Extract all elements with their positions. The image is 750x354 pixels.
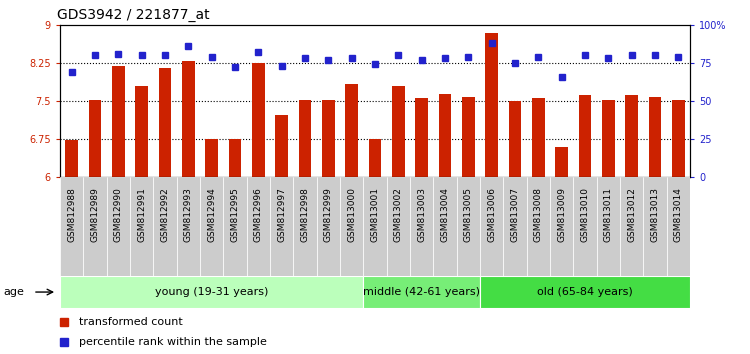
Bar <box>480 177 503 276</box>
Text: GSM813005: GSM813005 <box>464 187 472 242</box>
Text: young (19-31 years): young (19-31 years) <box>155 287 268 297</box>
Text: GSM812999: GSM812999 <box>324 187 333 242</box>
Bar <box>252 63 265 177</box>
Bar <box>550 177 573 276</box>
Bar <box>229 139 242 177</box>
Bar <box>672 100 685 177</box>
Bar <box>480 276 690 308</box>
Bar <box>485 33 498 177</box>
Text: GSM812992: GSM812992 <box>160 187 170 242</box>
Bar <box>392 86 405 177</box>
Bar <box>410 177 434 276</box>
Bar <box>345 84 358 177</box>
Bar <box>83 177 106 276</box>
Text: GSM813010: GSM813010 <box>580 187 590 242</box>
Bar <box>644 177 667 276</box>
Bar <box>363 276 480 308</box>
Bar <box>573 177 597 276</box>
Bar <box>135 86 148 177</box>
Text: transformed count: transformed count <box>79 318 182 327</box>
Bar <box>275 115 288 177</box>
Text: GSM812998: GSM812998 <box>301 187 310 242</box>
Text: GSM813001: GSM813001 <box>370 187 380 242</box>
Text: GSM812994: GSM812994 <box>207 187 216 242</box>
Bar <box>177 177 200 276</box>
Bar <box>462 97 475 177</box>
Bar <box>649 97 662 177</box>
Text: GSM813002: GSM813002 <box>394 187 403 242</box>
Bar <box>293 177 316 276</box>
Bar <box>322 100 334 177</box>
Text: GSM813012: GSM813012 <box>627 187 636 242</box>
Text: GSM812996: GSM812996 <box>254 187 262 242</box>
Text: GSM813011: GSM813011 <box>604 187 613 242</box>
Text: middle (42-61 years): middle (42-61 years) <box>363 287 480 297</box>
Bar <box>270 177 293 276</box>
Bar <box>503 177 526 276</box>
Bar <box>416 98 428 177</box>
Bar <box>555 147 568 177</box>
Bar <box>298 100 311 177</box>
Bar <box>158 68 172 177</box>
Bar <box>387 177 410 276</box>
Bar <box>224 177 247 276</box>
Bar <box>182 61 195 177</box>
Text: percentile rank within the sample: percentile rank within the sample <box>79 337 267 347</box>
Text: GSM813014: GSM813014 <box>674 187 682 242</box>
Bar <box>153 177 177 276</box>
Bar <box>200 177 223 276</box>
Text: GSM813006: GSM813006 <box>488 187 496 242</box>
Bar <box>130 177 153 276</box>
Bar <box>509 101 521 177</box>
Bar <box>457 177 480 276</box>
Bar <box>667 177 690 276</box>
Bar <box>206 139 218 177</box>
Text: age: age <box>3 287 24 297</box>
Text: GSM812990: GSM812990 <box>114 187 123 242</box>
Bar <box>626 95 638 177</box>
Bar <box>60 177 83 276</box>
Text: GSM813000: GSM813000 <box>347 187 356 242</box>
Text: GSM812991: GSM812991 <box>137 187 146 242</box>
Text: GSM812997: GSM812997 <box>278 187 286 242</box>
Text: GSM813004: GSM813004 <box>440 187 449 242</box>
Bar <box>65 141 78 177</box>
Bar <box>106 177 130 276</box>
Bar <box>60 276 363 308</box>
Bar <box>433 177 457 276</box>
Bar <box>88 100 101 177</box>
Bar <box>363 177 387 276</box>
Text: GSM812995: GSM812995 <box>230 187 239 242</box>
Text: GSM812993: GSM812993 <box>184 187 193 242</box>
Text: old (65-84 years): old (65-84 years) <box>537 287 633 297</box>
Bar <box>439 94 452 177</box>
Bar <box>247 177 270 276</box>
Bar <box>620 177 644 276</box>
Bar <box>602 100 615 177</box>
Bar <box>597 177 620 276</box>
Bar <box>526 177 550 276</box>
Bar <box>316 177 340 276</box>
Text: GSM813007: GSM813007 <box>511 187 520 242</box>
Bar <box>112 66 125 177</box>
Text: GSM812988: GSM812988 <box>68 187 76 242</box>
Text: GSM813013: GSM813013 <box>650 187 659 242</box>
Bar <box>578 95 592 177</box>
Text: GDS3942 / 221877_at: GDS3942 / 221877_at <box>57 8 209 22</box>
Bar <box>340 177 363 276</box>
Text: GSM812989: GSM812989 <box>91 187 100 242</box>
Bar <box>368 139 382 177</box>
Text: GSM813009: GSM813009 <box>557 187 566 242</box>
Bar <box>532 98 544 177</box>
Text: GSM813008: GSM813008 <box>534 187 543 242</box>
Text: GSM813003: GSM813003 <box>417 187 426 242</box>
